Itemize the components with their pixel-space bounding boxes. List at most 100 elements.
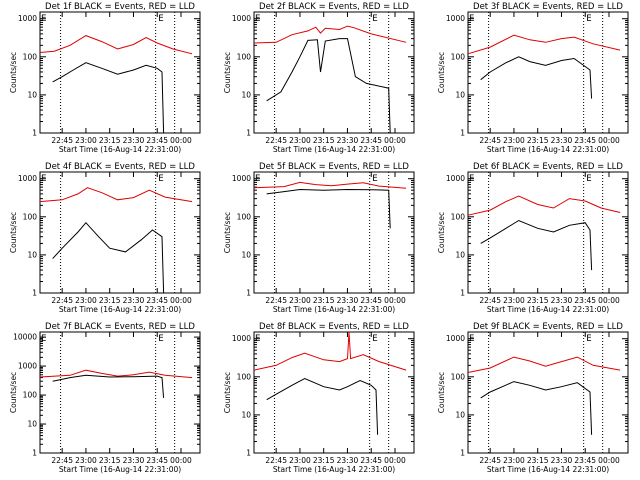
plot-frame [39,331,201,454]
e-marker-label: E [372,174,377,184]
x-tick-label: 23:00 [75,136,97,145]
events-rate-line [266,188,391,229]
x-tick-label: 23:00 [289,296,311,305]
e-marker-label: E [586,334,591,344]
x-tick-label: 00:00 [598,136,620,145]
x-tick-label: 23:30 [551,456,573,465]
x-tick-label: 22:45 [265,456,287,465]
panel-title: Det 8f BLACK = Events, RED = LLD [259,322,409,332]
y-tick-label: 100 [23,391,38,400]
events-rate-line [266,377,379,435]
x-tick-label: 22:45 [265,296,287,305]
x-tick-label: 00:00 [170,296,192,305]
x-tick-label: 23:45 [146,296,168,305]
x-tick-label: 00:00 [384,296,406,305]
lld-rate-line [39,187,193,203]
x-tick-label: 23:30 [337,136,359,145]
y-tick-label: 1 [32,129,37,138]
lld-rate-line [39,35,193,55]
panel-title: Det 4f BLACK = Events, RED = LLD [45,162,195,172]
x-axis-label: Start Time (16-Aug-14 22:31:00) [273,145,395,154]
x-tick-label: 23:00 [75,456,97,465]
x-tick-label: 23:45 [146,136,168,145]
y-axis-label: Counts/sec [9,212,18,253]
y-tick-label: 1 [246,129,251,138]
e-marker-label: E [586,174,591,184]
y-tick-label: 10 [455,250,465,259]
e-marker-label: E [372,14,377,24]
plot-frame [467,11,629,134]
panel-title: Det 9f BLACK = Events, RED = LLD [473,322,623,332]
panel: Det 7f BLACK = Events, RED = LLD E E 1 10 100… [9,322,201,474]
lld-rate-line [467,356,621,373]
x-tick-label: 00:00 [384,136,406,145]
x-axis-label: Start Time (16-Aug-14 22:31:00) [487,145,609,154]
y-tick-label: 100 [237,212,252,221]
plot-frame [467,331,629,454]
y-tick-label: 1 [460,129,465,138]
y-tick-label: 1000 [18,14,37,23]
panel: Det 4f BLACK = Events, RED = LLDEE110100… [9,162,201,314]
panel-title: Det 1f BLACK = Events, RED = LLD [45,2,195,12]
x-tick-label: 22:45 [51,456,73,465]
plot-frame [39,171,201,294]
y-tick-label: 10 [455,90,465,99]
x-tick-label: 23:15 [527,296,549,305]
x-tick-label: 23:15 [99,456,121,465]
events-rate-line [480,56,593,99]
x-tick-label: 23:45 [574,136,596,145]
x-tick-label: 23:15 [527,136,549,145]
y-tick-label: 100 [451,212,466,221]
e-marker-label: E [586,14,591,24]
panel: Det 6f BLACK = Events, RED = LLDEE110100… [437,162,629,314]
x-tick-label: 23:00 [289,456,311,465]
y-tick-label: 1 [246,449,251,458]
x-tick-label: 23:30 [123,456,145,465]
y-tick-label: 10 [27,250,37,259]
y-tick-label: 1000 [446,334,465,343]
x-tick-label: 22:45 [479,456,501,465]
y-axis-label: Counts/sec [437,372,446,413]
events-rate-line [52,374,165,398]
y-tick-label: 1 [246,289,251,298]
panel: Det 9f BLACK = Events, RED = LLDEE110100… [437,322,629,474]
x-axis-label: Start Time (16-Aug-14 22:31:00) [487,465,609,474]
y-axis-label: Counts/sec [437,212,446,253]
x-tick-label: 23:00 [503,456,525,465]
y-tick-label: 1000 [18,174,37,183]
x-axis-label: Start Time (16-Aug-14 22:31:00) [59,145,181,154]
x-tick-label: 23:15 [527,456,549,465]
x-tick-label: 23:45 [146,456,168,465]
x-tick-label: 23:15 [313,296,335,305]
y-tick-label: 1 [32,449,37,458]
panel: Det 5f BLACK = Events, RED = LLDEE110100… [223,162,415,314]
plot-frame [253,11,415,134]
x-tick-label: 00:00 [170,456,192,465]
plot-frame [467,171,629,294]
y-tick-label: 1 [460,289,465,298]
lld-rate-line [253,331,407,371]
x-tick-label: 23:45 [574,456,596,465]
x-tick-label: 23:00 [289,136,311,145]
x-tick-label: 23:30 [337,296,359,305]
y-tick-label: 1000 [232,334,251,343]
events-rate-line [52,62,165,134]
y-tick-label: 10 [241,90,251,99]
x-tick-label: 23:15 [99,136,121,145]
lld-rate-line [467,34,621,55]
panel: Det 8f BLACK = Events, RED = LLDEE110100… [223,322,415,474]
x-tick-label: 22:45 [51,296,73,305]
x-tick-label: 23:15 [99,296,121,305]
x-axis-label: Start Time (16-Aug-14 22:31:00) [59,465,181,474]
plot-frame [39,11,201,134]
x-tick-label: 00:00 [598,456,620,465]
y-tick-label: 1000 [446,14,465,23]
y-tick-label: 100 [451,372,466,381]
y-tick-label: 1000 [446,174,465,183]
y-axis-label: Counts/sec [223,212,232,253]
x-tick-label: 23:45 [360,456,382,465]
x-tick-label: 23:15 [313,456,335,465]
events-rate-line [52,221,165,294]
x-tick-label: 23:45 [574,296,596,305]
panel-title: Det 3f BLACK = Events, RED = LLD [473,2,623,12]
